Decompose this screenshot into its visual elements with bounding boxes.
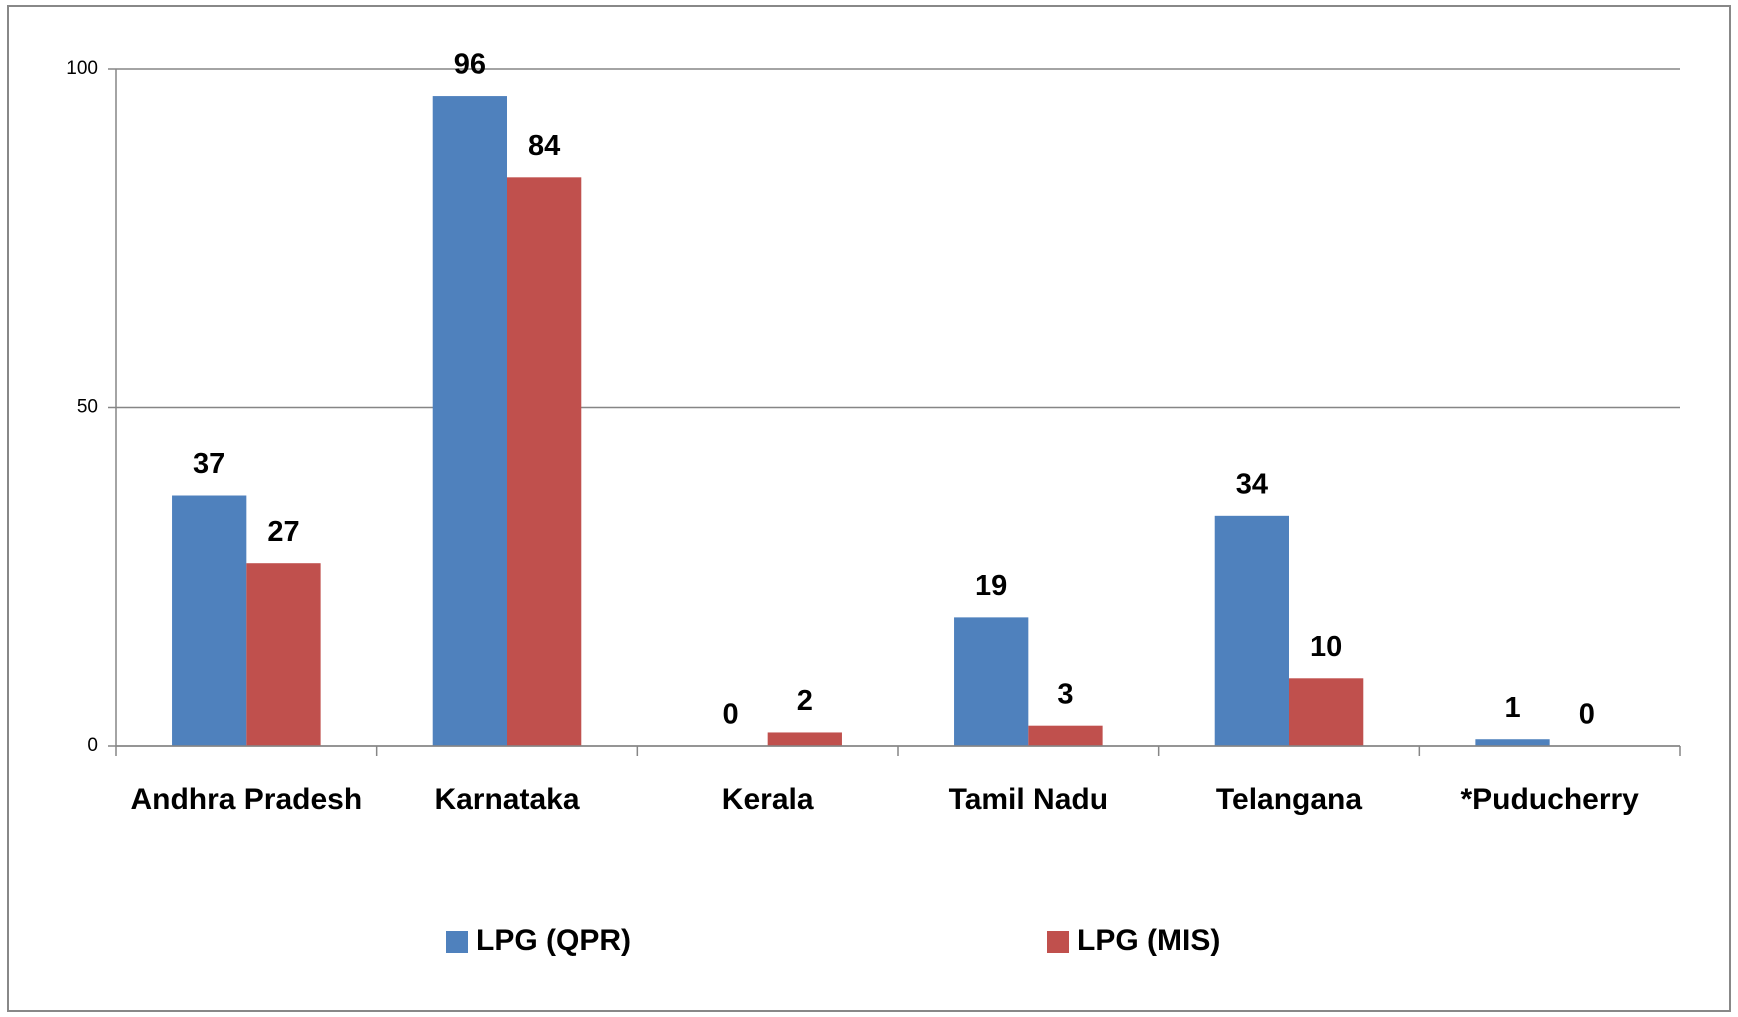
x-tick-label: Telangana <box>1216 783 1362 816</box>
data-label: 1 <box>1504 692 1520 724</box>
y-tick-label: 50 <box>77 397 98 418</box>
y-tick-label: 0 <box>87 735 98 756</box>
data-label: 10 <box>1310 631 1342 663</box>
y-tick-label: 100 <box>66 58 98 79</box>
bar <box>1028 725 1103 746</box>
data-label: 0 <box>722 699 738 731</box>
data-label: 19 <box>975 570 1007 602</box>
data-label: 84 <box>528 130 560 162</box>
data-label: 96 <box>454 49 486 81</box>
bar <box>954 617 1029 746</box>
bar <box>1214 515 1289 746</box>
chart-frame <box>7 5 1731 1012</box>
x-tick-label: *Puducherry <box>1460 783 1639 816</box>
bar <box>432 96 507 746</box>
x-tick-label: Karnataka <box>434 783 579 816</box>
x-tick-label: Andhra Pradesh <box>130 783 362 816</box>
x-tick-label: Tamil Nadu <box>949 783 1108 816</box>
data-label: 37 <box>193 448 225 480</box>
data-label: 27 <box>267 516 299 548</box>
bar <box>1475 739 1550 746</box>
bar <box>246 563 321 746</box>
bar <box>507 177 582 746</box>
x-tick-label: Kerala <box>722 783 814 816</box>
data-label: 3 <box>1057 678 1073 710</box>
bar <box>767 732 842 746</box>
bar <box>1289 678 1364 746</box>
legend-label: LPG (QPR) <box>476 924 631 957</box>
data-label: 0 <box>1579 699 1595 731</box>
legend-swatch <box>1047 931 1069 953</box>
data-label: 2 <box>797 685 813 717</box>
legend-swatch <box>446 931 468 953</box>
bar <box>172 495 247 746</box>
legend-label: LPG (MIS) <box>1077 924 1220 957</box>
data-label: 34 <box>1236 468 1268 500</box>
